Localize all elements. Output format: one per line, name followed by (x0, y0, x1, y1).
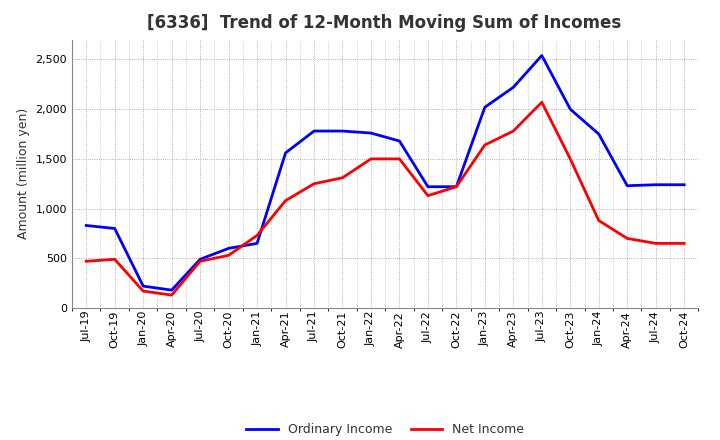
Net Income (680, 241, 688, 246)
Net Income (566, 156, 575, 161)
Net Income (225, 253, 233, 258)
Ordinary Income (167, 287, 176, 293)
Ordinary Income (82, 223, 91, 228)
Text: [6336]  Trend of 12-Month Moving Sum of Incomes: [6336] Trend of 12-Month Moving Sum of I… (147, 15, 621, 33)
Ordinary Income (366, 130, 375, 136)
Ordinary Income (225, 246, 233, 251)
Net Income (395, 156, 404, 161)
Net Income (282, 198, 290, 203)
Net Income (452, 184, 461, 189)
Net Income (537, 99, 546, 105)
Net Income (110, 257, 119, 262)
Y-axis label: Amount (million yen): Amount (million yen) (17, 108, 30, 239)
Ordinary Income (480, 105, 489, 110)
Net Income (139, 289, 148, 294)
Legend: Ordinary Income, Net Income: Ordinary Income, Net Income (241, 418, 529, 440)
Net Income (82, 259, 91, 264)
Ordinary Income (423, 184, 432, 189)
Ordinary Income (623, 183, 631, 188)
Net Income (423, 193, 432, 198)
Ordinary Income (509, 84, 518, 90)
Ordinary Income (196, 257, 204, 262)
Ordinary Income (139, 283, 148, 289)
Net Income (310, 181, 318, 187)
Ordinary Income (253, 241, 261, 246)
Net Income (623, 236, 631, 241)
Net Income (338, 175, 347, 180)
Net Income (253, 233, 261, 238)
Ordinary Income (452, 184, 461, 189)
Net Income (652, 241, 660, 246)
Line: Net Income: Net Income (86, 102, 684, 295)
Ordinary Income (652, 182, 660, 187)
Line: Ordinary Income: Ordinary Income (86, 55, 684, 290)
Net Income (509, 128, 518, 134)
Ordinary Income (395, 138, 404, 143)
Ordinary Income (110, 226, 119, 231)
Net Income (167, 293, 176, 298)
Ordinary Income (338, 128, 347, 134)
Ordinary Income (595, 132, 603, 137)
Ordinary Income (282, 150, 290, 156)
Ordinary Income (310, 128, 318, 134)
Net Income (480, 142, 489, 147)
Ordinary Income (566, 106, 575, 112)
Ordinary Income (537, 53, 546, 58)
Net Income (196, 259, 204, 264)
Net Income (595, 218, 603, 223)
Net Income (366, 156, 375, 161)
Ordinary Income (680, 182, 688, 187)
